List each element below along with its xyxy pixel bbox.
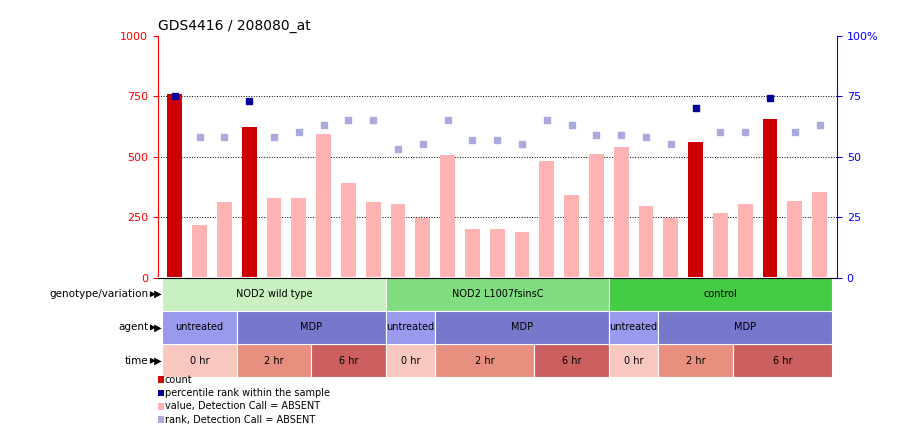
Text: 2 hr: 2 hr <box>686 356 706 366</box>
Bar <box>436 311 608 344</box>
Text: time: time <box>125 356 148 366</box>
Bar <box>614 147 629 278</box>
Bar <box>242 127 256 278</box>
Text: percentile rank within the sample: percentile rank within the sample <box>165 388 329 398</box>
Text: untreated: untreated <box>609 322 658 333</box>
Bar <box>436 344 535 377</box>
Text: untreated: untreated <box>176 322 224 333</box>
Bar <box>608 344 659 377</box>
Bar <box>316 134 331 278</box>
Text: 6 hr: 6 hr <box>773 356 792 366</box>
Text: untreated: untreated <box>386 322 435 333</box>
Text: GDS4416 / 208080_at: GDS4416 / 208080_at <box>158 19 310 33</box>
Bar <box>237 311 386 344</box>
Bar <box>608 278 832 311</box>
Text: NOD2 L1007fsinsC: NOD2 L1007fsinsC <box>452 289 543 299</box>
Bar <box>608 311 659 344</box>
Text: rank, Detection Call = ABSENT: rank, Detection Call = ABSENT <box>165 415 315 424</box>
Bar <box>733 344 832 377</box>
Bar <box>163 278 386 311</box>
Bar <box>564 195 579 278</box>
Bar <box>217 202 232 278</box>
Bar <box>386 278 608 311</box>
Text: count: count <box>165 375 192 385</box>
Text: MDP: MDP <box>301 322 322 333</box>
Bar <box>738 204 752 278</box>
Bar <box>639 206 653 278</box>
Text: 2 hr: 2 hr <box>475 356 495 366</box>
Bar <box>416 218 430 278</box>
Bar <box>515 231 529 278</box>
Text: control: control <box>704 289 737 299</box>
Bar <box>386 344 436 377</box>
Text: NOD2 wild type: NOD2 wild type <box>236 289 312 299</box>
Bar <box>237 344 311 377</box>
Bar <box>490 229 505 278</box>
Bar <box>365 202 381 278</box>
Text: 0 hr: 0 hr <box>190 356 210 366</box>
Text: agent: agent <box>119 322 148 333</box>
Bar <box>535 344 608 377</box>
Bar <box>713 214 728 278</box>
Bar <box>341 183 356 278</box>
Bar <box>659 344 733 377</box>
Text: ▶: ▶ <box>151 322 162 333</box>
Bar <box>465 229 480 278</box>
Bar <box>292 198 306 278</box>
Text: 2 hr: 2 hr <box>265 356 284 366</box>
Bar <box>659 311 832 344</box>
Bar <box>589 154 604 278</box>
Bar <box>163 344 237 377</box>
Bar <box>193 226 207 278</box>
Bar <box>266 198 282 278</box>
Bar <box>788 201 802 278</box>
Text: MDP: MDP <box>511 322 533 333</box>
Text: value, Detection Call = ABSENT: value, Detection Call = ABSENT <box>165 401 320 411</box>
Text: 6 hr: 6 hr <box>562 356 581 366</box>
Bar <box>163 311 237 344</box>
Text: 0 hr: 0 hr <box>400 356 420 366</box>
Bar <box>167 94 183 278</box>
Bar <box>386 311 436 344</box>
Text: ▶: ▶ <box>151 289 162 299</box>
Bar <box>812 192 827 278</box>
Text: 6 hr: 6 hr <box>338 356 358 366</box>
Text: 0 hr: 0 hr <box>624 356 644 366</box>
Text: ▶: ▶ <box>151 356 162 366</box>
Bar <box>440 155 455 278</box>
Bar <box>311 344 386 377</box>
Text: genotype/variation: genotype/variation <box>50 289 148 299</box>
Bar <box>762 119 778 278</box>
Bar <box>539 161 554 278</box>
Text: MDP: MDP <box>734 322 756 333</box>
Bar <box>688 142 703 278</box>
Bar <box>391 204 406 278</box>
Bar <box>663 218 679 278</box>
